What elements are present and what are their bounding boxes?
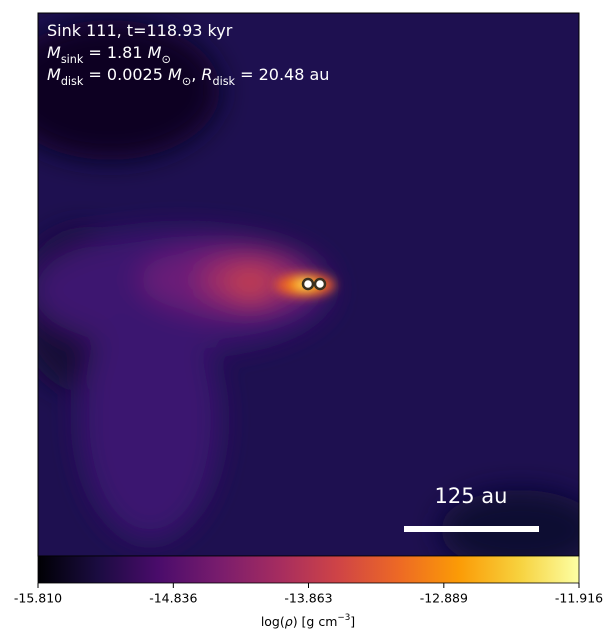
text-part: disk	[212, 75, 235, 88]
sink	[313, 277, 327, 291]
text-part: M	[168, 65, 182, 84]
text-part: ρ	[285, 614, 293, 629]
text-part: −3	[337, 613, 350, 623]
text-part: ,	[191, 65, 201, 84]
text-part: log(	[261, 614, 285, 629]
text-part: = 20.48 au	[235, 65, 329, 84]
text-part: M	[47, 65, 61, 84]
text-part: ⊙	[161, 53, 170, 66]
text-part: M	[47, 43, 61, 62]
annotation: Msink = 1.81 M⊙	[47, 43, 171, 66]
text-part: ]	[350, 614, 355, 629]
tick-label: -14.836	[149, 591, 197, 606]
annotation: Mdisk = 0.0025 M⊙, Rdisk = 20.48 au	[47, 65, 329, 88]
colorbar-label: log(ρ) [g cm−3]	[261, 613, 355, 629]
density-map: 125 au	[38, 13, 579, 556]
tick-label: -12.889	[420, 591, 468, 606]
tick-label: -11.916	[555, 591, 603, 606]
text-part: disk	[61, 75, 84, 88]
text-part: Sink 111, t=118.93 kyr	[47, 21, 233, 40]
text-part: M	[148, 43, 162, 62]
tick-label: -13.863	[284, 591, 332, 606]
text-part: sink	[61, 53, 84, 66]
tick-label: -15.810	[14, 591, 62, 606]
text-part: = 0.0025	[83, 65, 168, 84]
text-part: = 1.81	[83, 43, 147, 62]
text-part: ⊙	[182, 75, 191, 88]
annotation: Sink 111, t=118.93 kyr	[47, 21, 233, 40]
text-part: ) [g cm	[293, 614, 338, 629]
text-part: R	[201, 65, 212, 84]
scale-bar-label: 125 au	[435, 484, 508, 508]
sink	[301, 277, 315, 291]
colorbar	[37, 555, 580, 584]
